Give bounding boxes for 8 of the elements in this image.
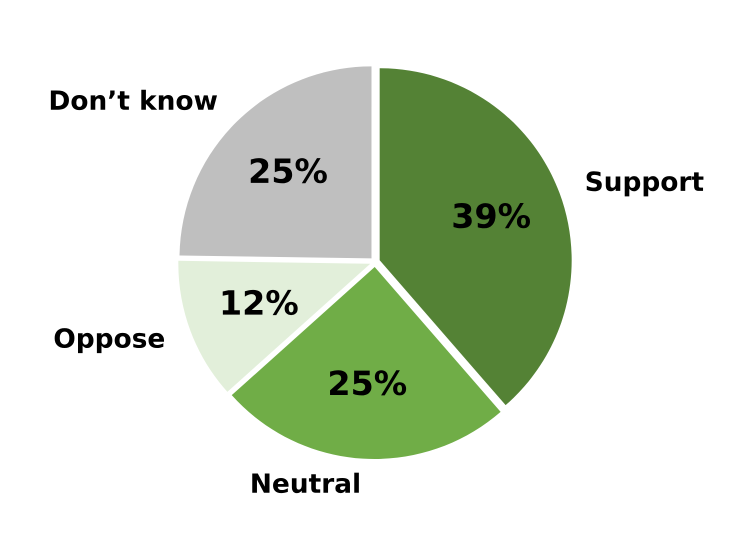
slice-label: Neutral — [252, 472, 359, 494]
data-label: 12% — [222, 290, 298, 316]
data-label: 25% — [250, 158, 327, 184]
slice-label: Oppose — [54, 328, 164, 354]
data-label: 39% — [453, 203, 530, 228]
slice-label: Support — [586, 171, 704, 196]
slice-label: Don’t know — [50, 90, 218, 110]
data-label: 25% — [330, 370, 406, 396]
